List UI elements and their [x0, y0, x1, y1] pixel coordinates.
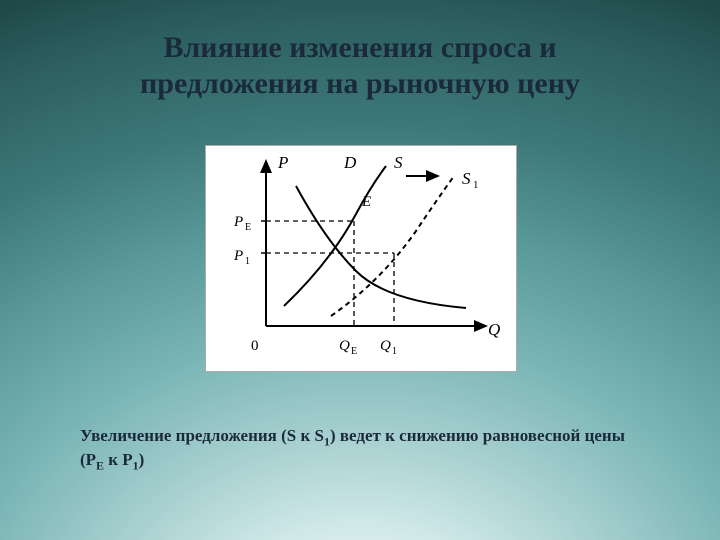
label-Q1: Q — [380, 338, 391, 354]
title-line-1: Влияние изменения спроса и — [0, 30, 720, 66]
chart-svg: PDSS1EPEP10QEQ1Q — [206, 146, 516, 371]
title-line-2: предложения на рыночную цену — [0, 66, 720, 102]
label-E: E — [361, 194, 371, 210]
supply-demand-chart: PDSS1EPEP10QEQ1Q — [205, 145, 517, 372]
label-Q: Q — [488, 320, 500, 339]
label-D: D — [343, 153, 357, 172]
label-S: S — [394, 153, 403, 172]
label-P1: P — [233, 248, 243, 264]
supply-curve — [284, 166, 386, 306]
label-O: 0 — [251, 338, 259, 354]
supply1-curve — [331, 176, 454, 316]
cap-p6: ) — [139, 450, 145, 469]
label-Q1_sub: 1 — [392, 346, 397, 357]
label-S1_main: S — [462, 169, 471, 188]
slide-background: Влияние изменения спроса и предложения н… — [0, 0, 720, 540]
cap-p3: E — [96, 459, 104, 473]
cap-p0: Увеличение предложения (S к S — [80, 426, 324, 445]
caption-text: Увеличение предложения (S к S1) ведет к … — [80, 425, 640, 474]
cap-p4: к P — [104, 450, 133, 469]
label-PE: P — [233, 214, 243, 230]
label-P1_sub: 1 — [245, 256, 250, 267]
label-S1_sub: 1 — [473, 179, 479, 191]
demand-curve — [296, 186, 466, 308]
label-QE_sub: E — [351, 346, 357, 357]
label-P: P — [277, 153, 288, 172]
label-QE: Q — [339, 338, 350, 354]
label-PE_sub: E — [245, 222, 251, 233]
slide-title: Влияние изменения спроса и предложения н… — [0, 30, 720, 102]
